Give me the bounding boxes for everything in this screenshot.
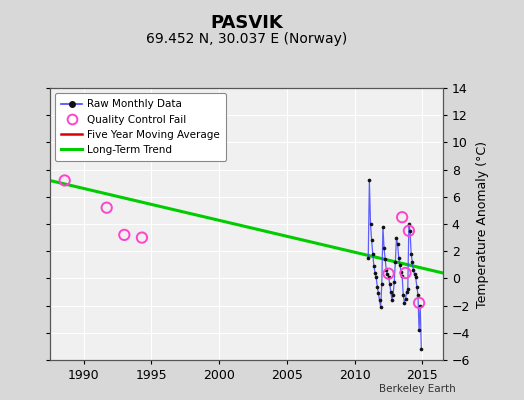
Point <box>370 263 378 269</box>
Point <box>368 251 377 257</box>
Point <box>394 241 402 248</box>
Point <box>103 204 111 211</box>
Point <box>389 292 397 298</box>
Text: Berkeley Earth: Berkeley Earth <box>379 384 456 394</box>
Point <box>385 270 393 277</box>
Point <box>391 259 399 265</box>
Point <box>406 228 414 234</box>
Point <box>401 270 410 276</box>
Point <box>383 271 391 278</box>
Point <box>398 272 406 279</box>
Point <box>411 274 420 280</box>
Point <box>60 177 69 184</box>
Point <box>392 234 401 241</box>
Point <box>417 346 425 352</box>
Point <box>414 292 422 298</box>
Point <box>380 245 388 252</box>
Point <box>388 297 396 303</box>
Point <box>376 304 385 310</box>
Point <box>387 289 395 295</box>
Point <box>366 221 375 227</box>
Point <box>371 270 379 276</box>
Point <box>405 228 413 234</box>
Point <box>408 259 417 265</box>
Point <box>367 237 376 244</box>
Legend: Raw Monthly Data, Quality Control Fail, Five Year Moving Average, Long-Term Tren: Raw Monthly Data, Quality Control Fail, … <box>55 93 226 161</box>
Point <box>407 251 416 257</box>
Point <box>400 300 409 306</box>
Point <box>415 300 423 306</box>
Point <box>375 297 384 303</box>
Point <box>399 292 408 298</box>
Point <box>372 274 380 280</box>
Point <box>120 232 128 238</box>
Point <box>364 255 373 261</box>
Point <box>385 274 393 280</box>
Point <box>409 267 418 274</box>
Point <box>374 290 383 296</box>
Point <box>405 221 413 227</box>
Point <box>390 279 398 286</box>
Point <box>365 177 374 184</box>
Point <box>415 327 423 333</box>
Point <box>382 267 390 274</box>
Point <box>416 302 424 309</box>
Point <box>379 224 387 230</box>
Point <box>397 268 405 275</box>
Point <box>398 214 406 220</box>
Point <box>138 234 146 241</box>
Point <box>395 255 403 261</box>
Point <box>410 271 419 278</box>
Point <box>402 289 411 295</box>
Y-axis label: Temperature Anomaly (°C): Temperature Anomaly (°C) <box>476 140 489 308</box>
Point <box>401 296 410 302</box>
Point <box>381 256 389 262</box>
Point <box>373 283 381 290</box>
Point <box>378 281 386 287</box>
Point <box>412 283 421 290</box>
Point <box>386 281 394 287</box>
Text: 69.452 N, 30.037 E (Norway): 69.452 N, 30.037 E (Norway) <box>146 32 347 46</box>
Text: PASVIK: PASVIK <box>210 14 282 32</box>
Point <box>403 286 412 292</box>
Point <box>396 262 404 268</box>
